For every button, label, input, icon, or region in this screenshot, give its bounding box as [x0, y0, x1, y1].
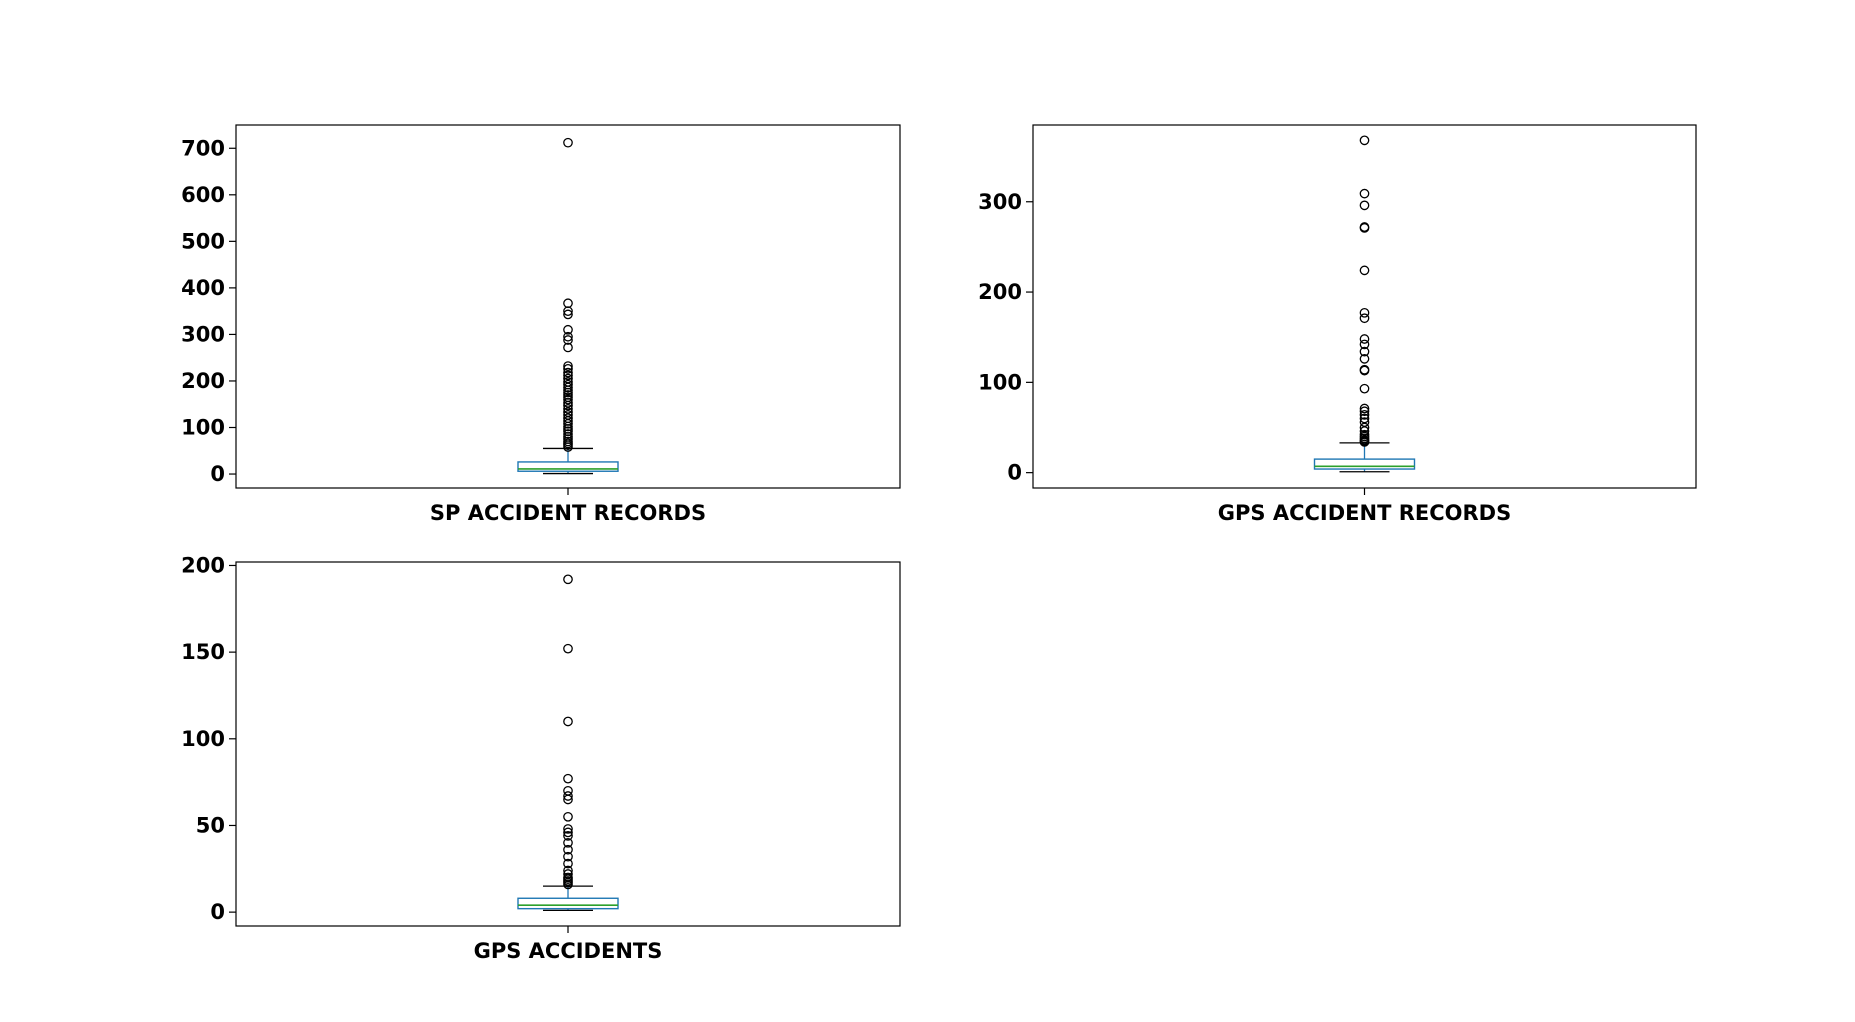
outlier-point [563, 137, 573, 148]
y-tick-label: 100 [181, 416, 225, 440]
y-tick-label: 100 [181, 727, 225, 751]
outlier-point [563, 370, 573, 381]
outlier-point [1359, 403, 1370, 414]
outlier-point [563, 418, 573, 429]
outlier-point [563, 716, 573, 727]
y-tick-label: 200 [181, 369, 225, 393]
outlier-point [563, 306, 573, 317]
outlier-point [1359, 410, 1370, 420]
y-tick-label: 500 [181, 229, 225, 253]
y-tick-label: 700 [181, 136, 225, 160]
y-tick-label: 600 [181, 183, 225, 207]
outlier-point [563, 382, 573, 393]
outlier-point [563, 361, 573, 371]
x-axis-label: GPS ACCIDENT RECORDS [1218, 501, 1511, 525]
outlier-point [563, 827, 573, 838]
subplot-gps-accidents: 0 50 100 150 200 GPS ACCIDENTS [181, 553, 901, 963]
outlier-point [563, 824, 573, 834]
outlier-point [563, 394, 573, 405]
box-iqr [1313, 458, 1416, 470]
y-tick-label: 200 [181, 553, 225, 577]
outlier-point [563, 858, 573, 869]
y-tick-label: 0 [210, 462, 225, 486]
outlier-point [563, 367, 573, 378]
outlier-point [563, 791, 573, 801]
outlier-point [1359, 200, 1370, 211]
outlier-point [563, 342, 573, 353]
outlier-point [1359, 334, 1370, 344]
outlier-point [563, 773, 573, 784]
subplot-gps-accident-records: 0 100 200 300 GPS ACCIDENT RECORDS [978, 124, 1697, 525]
outlier-point [563, 844, 573, 855]
outlier-point [563, 400, 573, 411]
outlier-point [563, 397, 573, 408]
outlier-point [1359, 346, 1370, 357]
outlier-point [1359, 307, 1370, 318]
outlier-point [563, 837, 573, 848]
subplot-sp-accident-records: 0 100 200 300 400 500 600 700 SP ACCIDENT RECORD… [181, 124, 901, 525]
x-axis-label: GPS ACCIDENTS [474, 939, 663, 963]
y-tick-label: 150 [181, 640, 225, 664]
plot-frame [235, 561, 901, 927]
y-tick-label: 50 [196, 813, 225, 837]
outlier-point [563, 324, 573, 335]
x-axis-label: SP ACCIDENT RECORDS [430, 501, 706, 525]
outlier-point [563, 442, 573, 452]
y-tick-label: 0 [210, 900, 225, 924]
y-tick-label: 400 [181, 276, 225, 300]
outlier-point [563, 429, 573, 439]
outlier-point [563, 309, 573, 320]
outlier-point [563, 811, 573, 822]
outlier-point [563, 364, 573, 374]
outlier-point [1359, 223, 1370, 233]
outlier-point [563, 831, 573, 841]
outlier-point [1359, 339, 1370, 350]
outlier-point [1359, 188, 1370, 199]
y-tick-label: 0 [1007, 461, 1022, 485]
outlier-point [563, 298, 573, 309]
outlier-point [563, 879, 573, 890]
outlier-point [1359, 135, 1370, 146]
outlier-point [563, 335, 573, 345]
box-iqr [517, 897, 619, 910]
outlier-point [1359, 365, 1370, 376]
outlier-point [563, 643, 573, 654]
outlier-point [1359, 354, 1370, 364]
y-tick-label: 300 [181, 322, 225, 346]
y-tick-label: 200 [978, 280, 1022, 304]
outlier-point [1359, 437, 1370, 447]
outlier-point [563, 574, 573, 585]
outlier-point [563, 331, 573, 342]
outlier-point [563, 404, 573, 414]
y-tick-label: 300 [978, 190, 1022, 214]
outlier-point [563, 794, 573, 805]
box-iqr [517, 461, 619, 472]
outlier-point [1359, 383, 1370, 394]
outlier-point [563, 851, 573, 862]
outlier-point [1359, 406, 1370, 417]
y-tick-label: 100 [978, 370, 1022, 394]
outlier-point [1359, 265, 1370, 276]
outlier-point [1359, 313, 1370, 324]
